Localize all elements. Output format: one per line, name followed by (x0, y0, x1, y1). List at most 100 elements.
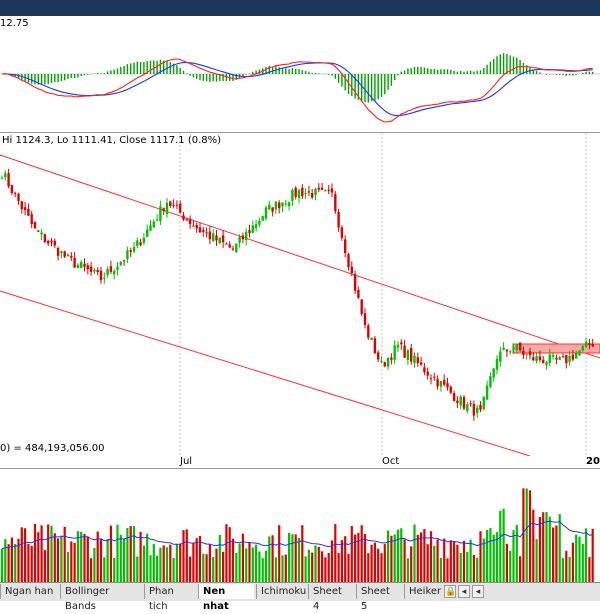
volume-bar (70, 541, 73, 582)
volume-bar (344, 536, 347, 582)
volume-bar (20, 527, 23, 582)
candle-body (188, 219, 192, 225)
candle-body (287, 202, 291, 207)
candle-body (436, 379, 439, 387)
volume-bar (495, 532, 499, 582)
candle-body (212, 233, 215, 242)
candle-body (93, 270, 96, 272)
tab-phan-tich[interactable]: Phan tich (144, 584, 196, 612)
tab-bollinger-bands[interactable]: Bollinger Bands (60, 584, 142, 612)
candle-body (542, 359, 545, 363)
volume-bar (367, 553, 370, 582)
volume-bar (420, 532, 423, 582)
volume-bar (53, 533, 56, 582)
tab-ichimoku[interactable]: Ichimoku (256, 584, 306, 599)
candle-body (116, 266, 119, 270)
volume-bar (565, 550, 568, 582)
candle-body (383, 362, 386, 367)
pane-separator[interactable] (0, 468, 600, 469)
volume-bar (43, 549, 46, 582)
candle-body (10, 184, 14, 194)
volume-bar (528, 490, 532, 582)
volume-bar (162, 545, 165, 582)
volume-bar (40, 525, 43, 582)
candle-body (485, 385, 489, 400)
candle-body (426, 371, 429, 376)
candle-body (231, 248, 235, 250)
tab-heiker[interactable]: Heiker (404, 584, 442, 599)
candle-body (192, 225, 195, 227)
volume-bar (30, 545, 33, 582)
candle-body (390, 357, 393, 360)
tab-ngan-han[interactable]: Ngan han (0, 584, 58, 599)
volume-bar (446, 558, 449, 582)
volume-bar (568, 557, 571, 582)
prev-icon[interactable]: ◂ (458, 585, 470, 598)
volume-bar (228, 527, 231, 582)
candle-body (284, 203, 287, 205)
candle-body (238, 236, 241, 243)
macd-line (1, 58, 593, 123)
first-icon[interactable]: ◂ (472, 585, 484, 598)
candle-body (50, 240, 53, 243)
candle-body (291, 189, 294, 201)
volume-bar (433, 545, 436, 582)
candle-body (99, 270, 103, 281)
volume-bar (403, 539, 406, 582)
volume-bar (96, 531, 99, 582)
volume-bar (429, 531, 433, 582)
volume-bar (278, 525, 281, 582)
volume-bar (212, 556, 215, 582)
candle-body (502, 347, 505, 350)
candle-body (330, 188, 334, 193)
volume-bar (17, 538, 20, 582)
volume-bar (360, 525, 363, 582)
candle-body (571, 354, 575, 360)
lock-icon[interactable]: 🔒 (444, 585, 457, 598)
volume-bar (502, 508, 505, 582)
volume-bar (222, 551, 225, 582)
volume-bar (83, 533, 86, 582)
volume-bar (509, 550, 512, 582)
candle-body (344, 239, 347, 254)
candle-body (146, 229, 149, 237)
volume-bar (33, 524, 37, 582)
candle-body (499, 351, 502, 362)
volume-bar (119, 534, 122, 582)
volume-bar (47, 524, 50, 582)
macd-pane: 12.75 (0, 16, 600, 132)
volume-bar (472, 554, 475, 582)
volume-bar (241, 533, 244, 582)
volume-bar (410, 546, 413, 582)
channel-upper-line (0, 154, 600, 359)
volume-bar (390, 535, 393, 582)
volume-bar (350, 525, 353, 582)
candle-body (241, 235, 245, 240)
candle-body (235, 243, 238, 253)
candle-body (30, 214, 33, 225)
candle-body (56, 247, 60, 256)
tab-sheet-4[interactable]: Sheet 4 (308, 584, 354, 612)
candle-body (410, 348, 413, 362)
volume-bar (373, 542, 376, 582)
volume-bar (251, 547, 254, 582)
candle-body (545, 362, 548, 365)
price-chart[interactable] (0, 133, 600, 456)
candle-body (301, 187, 304, 197)
candle-body (198, 227, 202, 233)
volume-bar (258, 551, 261, 582)
candle-body (459, 396, 462, 406)
candle-body (17, 194, 20, 201)
date-tick: Oct (382, 456, 400, 467)
tab-nen-nhat[interactable]: Nen nhat (198, 584, 254, 612)
candle-body (522, 350, 525, 356)
volume-bar (261, 558, 264, 582)
volume-bar (294, 534, 297, 582)
volume-bar (24, 528, 27, 582)
tab-sheet-5[interactable]: Sheet 5 (356, 584, 402, 612)
pane-separator[interactable] (0, 132, 600, 133)
candle-body (23, 207, 27, 211)
volume-bar (281, 555, 284, 582)
volume-bar (50, 525, 53, 582)
volume-bar (486, 529, 489, 582)
